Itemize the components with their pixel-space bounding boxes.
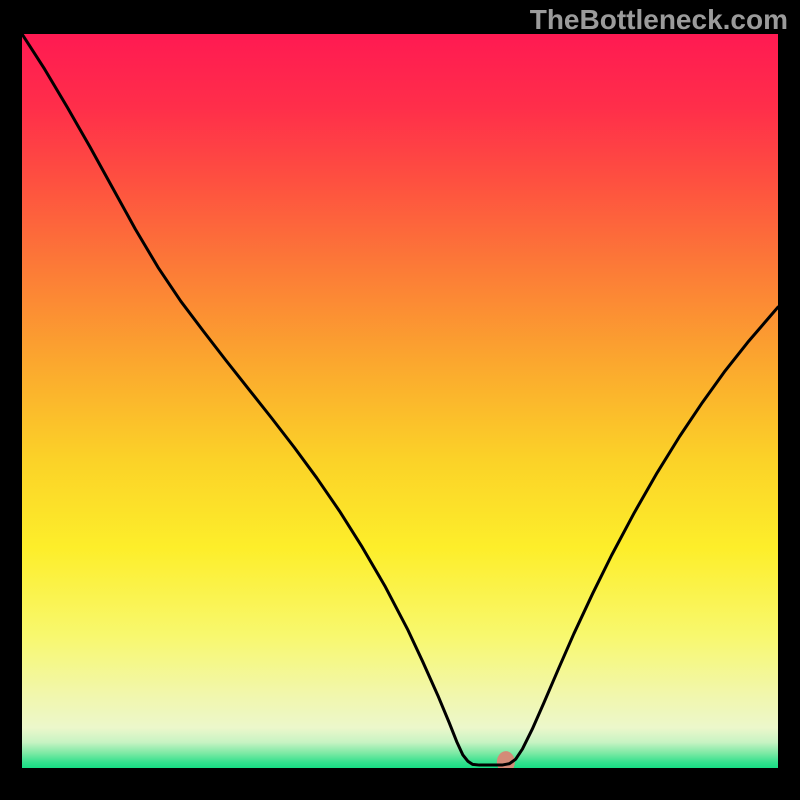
watermark-text: TheBottleneck.com: [530, 4, 788, 36]
chart-svg: [22, 34, 778, 768]
chart-frame: TheBottleneck.com: [0, 0, 800, 800]
gradient-background: [22, 34, 778, 768]
plot-area: [22, 34, 778, 768]
